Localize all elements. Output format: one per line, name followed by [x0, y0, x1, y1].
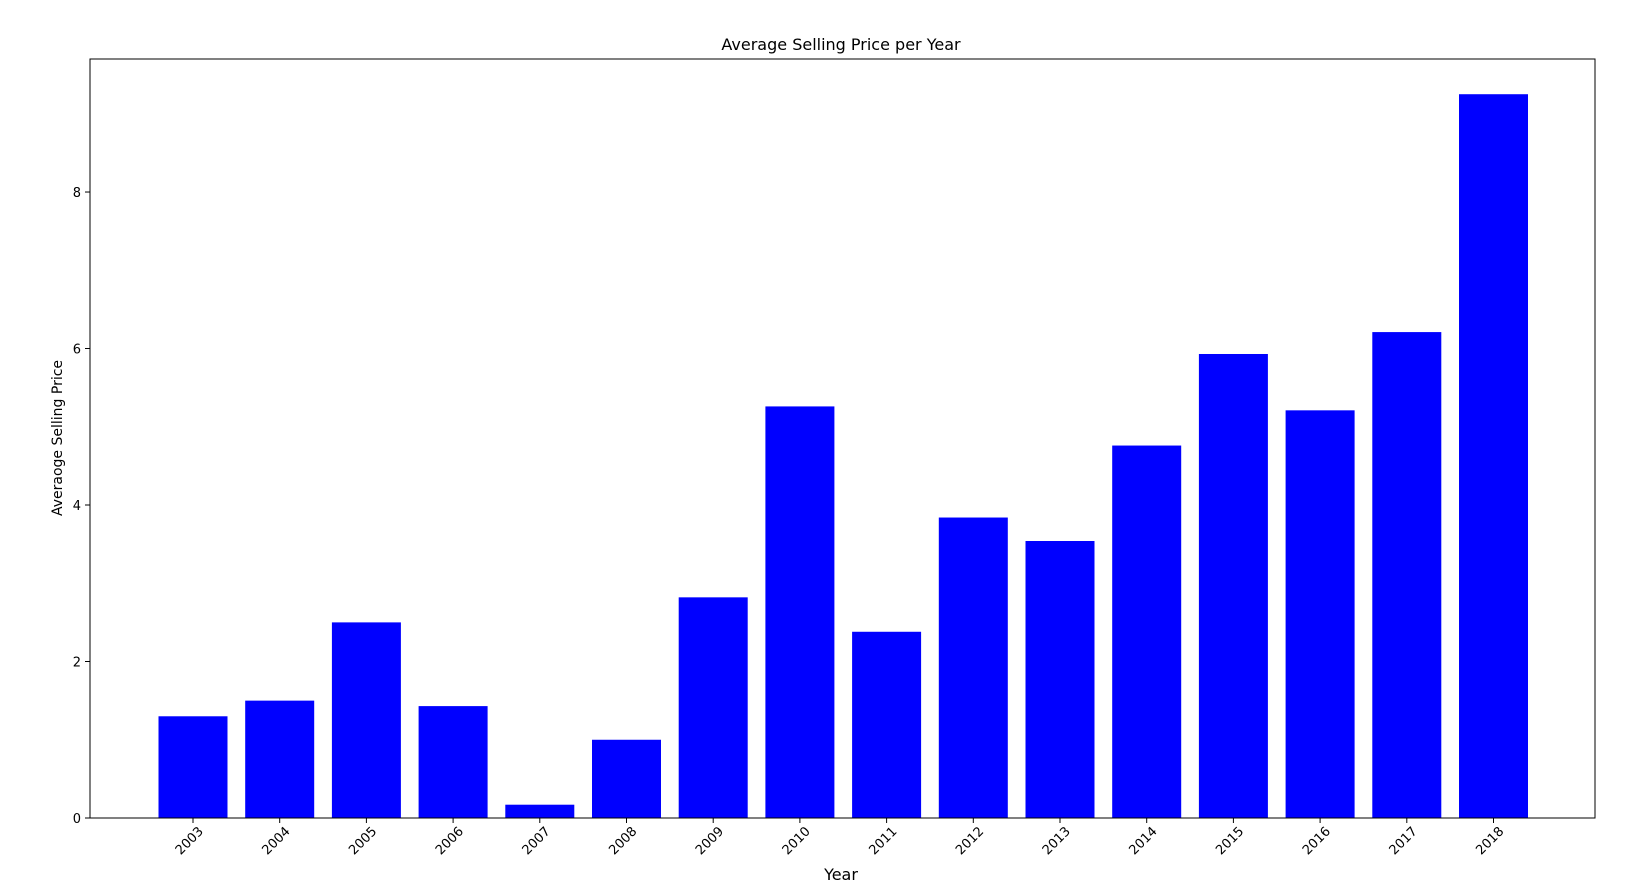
x-axis-label: Year [823, 865, 858, 884]
y-tick-label: 6 [73, 343, 81, 358]
bar-2014 [1112, 445, 1182, 818]
plot-area-frame [89, 58, 1596, 819]
bar-2009 [678, 597, 748, 818]
bar-2016 [1285, 410, 1355, 818]
y-axis-label: Averaoge Selling Price [50, 360, 66, 516]
bar-2015 [1198, 353, 1268, 818]
bar-2011 [852, 631, 922, 818]
bar-2013 [1025, 541, 1095, 818]
bar-2005 [331, 622, 401, 818]
bar-2017 [1372, 332, 1442, 818]
bar-2006 [418, 706, 488, 818]
y-tick-label: 2 [73, 656, 81, 671]
bar-2003 [158, 716, 228, 818]
y-tick-label: 4 [73, 499, 81, 514]
y-tick-label: 0 [73, 812, 81, 827]
y-tick-label: 8 [73, 186, 81, 201]
bar-2010 [765, 406, 835, 818]
bar-2012 [938, 517, 1008, 818]
bar-2007 [505, 804, 575, 818]
bar-2018 [1459, 94, 1528, 818]
bar-2004 [245, 700, 315, 818]
bars [158, 94, 1528, 818]
chart-title: Average Selling Price per Year [721, 35, 961, 54]
bar-2008 [592, 739, 661, 818]
y-axis-ticks: 0 2 4 6 8 [73, 186, 90, 827]
